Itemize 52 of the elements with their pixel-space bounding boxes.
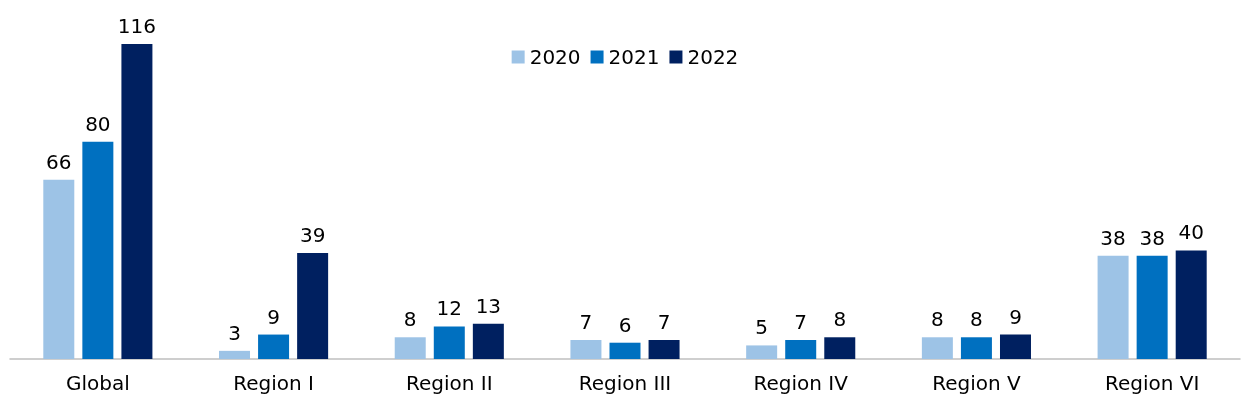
x-tick-label: Region IV bbox=[753, 371, 849, 395]
data-label: 66 bbox=[46, 149, 72, 174]
data-label: 38 bbox=[1100, 225, 1126, 250]
data-label: 38 bbox=[1139, 225, 1165, 250]
data-label: 8 bbox=[931, 307, 944, 332]
x-tick-label: Region VI bbox=[1104, 371, 1200, 395]
bar bbox=[433, 326, 465, 359]
bar bbox=[258, 334, 290, 359]
data-label: 8 bbox=[970, 307, 983, 332]
data-label: 3 bbox=[228, 320, 241, 345]
bar bbox=[824, 337, 856, 359]
bar bbox=[746, 345, 778, 359]
bar bbox=[219, 350, 251, 359]
x-tick-label: Region II bbox=[405, 371, 493, 395]
bar bbox=[121, 44, 153, 359]
x-tick-label: Region V bbox=[932, 371, 1021, 395]
data-label: 9 bbox=[1009, 304, 1022, 329]
data-label: 8 bbox=[833, 307, 847, 332]
data-label: 40 bbox=[1178, 220, 1204, 245]
bar bbox=[472, 323, 504, 359]
legend-label: 2020 bbox=[529, 45, 581, 69]
data-label: 9 bbox=[267, 304, 280, 329]
bar bbox=[297, 253, 329, 359]
x-tick-label: Global bbox=[65, 371, 130, 395]
data-label: 80 bbox=[85, 111, 111, 136]
bar bbox=[999, 334, 1031, 359]
data-label: 6 bbox=[618, 312, 632, 337]
data-label: 5 bbox=[755, 315, 769, 340]
bar bbox=[648, 339, 680, 359]
bar bbox=[609, 342, 641, 359]
data-label: 7 bbox=[794, 309, 808, 334]
bar bbox=[1136, 255, 1168, 359]
bar bbox=[394, 337, 426, 359]
data-label: 13 bbox=[475, 293, 502, 318]
legend-label: 2021 bbox=[608, 45, 660, 69]
x-tick-label: Region I bbox=[233, 371, 314, 395]
bar bbox=[1175, 250, 1207, 359]
bar bbox=[43, 179, 75, 359]
data-label: 39 bbox=[299, 223, 326, 248]
x-tick-label: Region III bbox=[578, 371, 672, 395]
bar bbox=[570, 339, 602, 359]
data-label: 116 bbox=[117, 14, 157, 38]
bar bbox=[960, 337, 992, 359]
data-label: 7 bbox=[657, 309, 671, 334]
legend-label: 2022 bbox=[687, 45, 739, 69]
data-label: 8 bbox=[403, 307, 417, 332]
bar bbox=[1097, 255, 1129, 359]
data-label: 12 bbox=[436, 296, 463, 321]
bar bbox=[82, 141, 114, 359]
bar bbox=[921, 337, 953, 359]
data-label: 7 bbox=[579, 309, 593, 334]
bar bbox=[785, 339, 817, 359]
